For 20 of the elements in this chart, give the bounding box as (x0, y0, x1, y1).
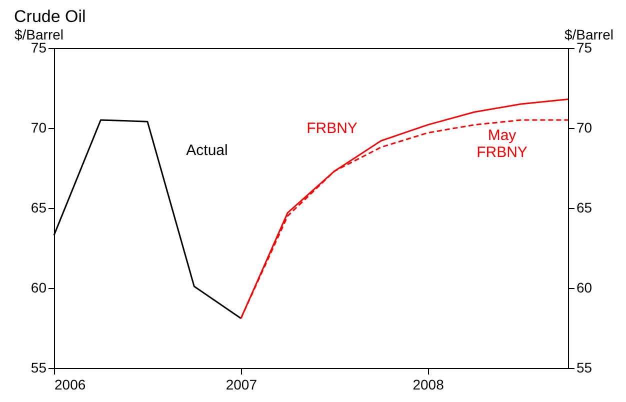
y-tick-label: 55 (30, 360, 47, 376)
y-tick-label: 75 (30, 40, 47, 56)
y2-tick-label: 70 (576, 120, 592, 136)
y-tick-label: 60 (30, 280, 47, 296)
y2-tick-label: 60 (576, 280, 592, 296)
y-axis-title: $/Barrel (14, 26, 64, 42)
x-tick-label: 2006 (54, 376, 86, 392)
series-label: FRBNY (306, 120, 358, 137)
y2-tick-label: 65 (576, 200, 592, 216)
y-tick-label: 65 (30, 200, 47, 216)
line-series (53, 119, 242, 320)
chart-title: Crude Oil (14, 7, 86, 26)
x-tick-label: 2007 (226, 376, 258, 392)
y2-tick-label: 75 (576, 40, 592, 56)
x-tick-label: 2008 (412, 376, 444, 392)
y2-tick-label: 55 (576, 360, 592, 376)
y-tick-label: 70 (30, 120, 47, 136)
y2-axis-title: $/Barrel (564, 26, 614, 42)
series-label: May FRBNY (476, 127, 528, 161)
series-label: Actual (186, 142, 228, 159)
